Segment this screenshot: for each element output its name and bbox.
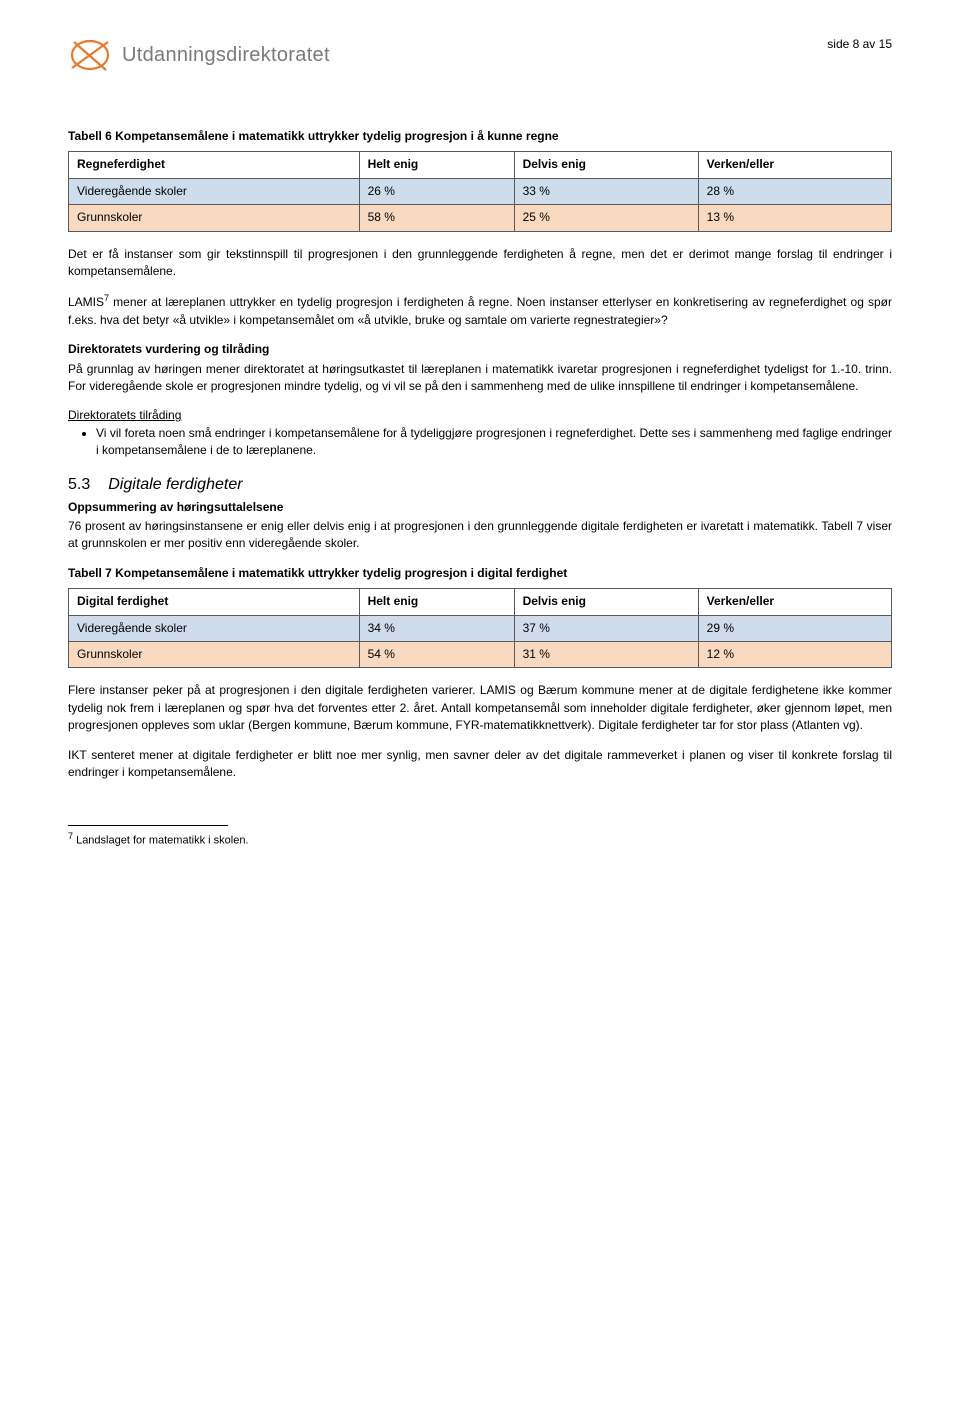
table-row: Videregående skoler 34 % 37 % 29 % xyxy=(69,615,892,641)
logo-text: Utdanningsdirektoratet xyxy=(122,41,330,70)
paragraph-flere-instanser: Flere instanser peker på at progresjonen… xyxy=(68,682,892,734)
para2-pre: LAMIS xyxy=(68,295,104,309)
table6-row1-label: Grunnskoler xyxy=(69,205,360,231)
paragraph-direktoratets-vurdering: På grunnlag av høringen mener direktorat… xyxy=(68,361,892,396)
table6-col1: Helt enig xyxy=(359,152,514,178)
section-5-3-heading: 5.3 Digitale ferdigheter xyxy=(68,473,892,496)
table7-row1-label: Grunnskoler xyxy=(69,642,360,668)
section-title: Digitale ferdigheter xyxy=(108,476,242,493)
logo-icon xyxy=(68,36,112,74)
table6-row1-c2: 25 % xyxy=(514,205,698,231)
list-item: Vi vil foreta noen små endringer i kompe… xyxy=(96,425,892,460)
table6-caption: Tabell 6 Kompetansemålene i matematikk u… xyxy=(68,128,892,145)
table7-col0: Digital ferdighet xyxy=(69,589,360,615)
paragraph-oppsummering: 76 prosent av høringsinstansene er enig … xyxy=(68,518,892,553)
table6-row1-c1: 58 % xyxy=(359,205,514,231)
paragraph-lamis: LAMIS7 mener at læreplanen uttrykker en … xyxy=(68,292,892,329)
table6-row0-label: Videregående skoler xyxy=(69,178,360,204)
table7-col2: Delvis enig xyxy=(514,589,698,615)
table7-row0-c1: 34 % xyxy=(359,615,514,641)
table7: Digital ferdighet Helt enig Delvis enig … xyxy=(68,588,892,668)
paragraph-intro: Det er få instanser som gir tekstinnspil… xyxy=(68,246,892,281)
table7-caption: Tabell 7 Kompetansemålene i matematikk u… xyxy=(68,565,892,582)
table-row: Grunnskoler 54 % 31 % 12 % xyxy=(69,642,892,668)
footnote-separator xyxy=(68,825,228,826)
table6-row0-c1: 26 % xyxy=(359,178,514,204)
section-number: 5.3 xyxy=(68,476,90,493)
heading-oppsummering: Oppsummering av høringsuttalelsene xyxy=(68,499,892,516)
logo: Utdanningsdirektoratet xyxy=(68,36,330,74)
table7-header-row: Digital ferdighet Helt enig Delvis enig … xyxy=(69,589,892,615)
bullet-list-tilrading: Vi vil foreta noen små endringer i kompe… xyxy=(68,425,892,460)
footnote-text: Landslaget for matematikk i skolen. xyxy=(73,835,248,847)
table7-row0-c3: 29 % xyxy=(698,615,891,641)
para2-post: mener at læreplanen uttrykker en tydelig… xyxy=(68,295,892,326)
paragraph-ikt: IKT senteret mener at digitale ferdighet… xyxy=(68,747,892,782)
table7-row1-c1: 54 % xyxy=(359,642,514,668)
page-number: side 8 av 15 xyxy=(827,36,892,53)
table6-col0: Regneferdighet xyxy=(69,152,360,178)
heading-direktoratets-tilrading: Direktoratets tilråding xyxy=(68,407,892,424)
table6: Regneferdighet Helt enig Delvis enig Ver… xyxy=(68,151,892,231)
table6-row1-c3: 13 % xyxy=(698,205,891,231)
table-row: Videregående skoler 26 % 33 % 28 % xyxy=(69,178,892,204)
table7-col3: Verken/eller xyxy=(698,589,891,615)
footnote-7: 7 Landslaget for matematikk i skolen. xyxy=(68,830,892,850)
table7-row0-c2: 37 % xyxy=(514,615,698,641)
page-header: Utdanningsdirektoratet side 8 av 15 xyxy=(68,36,892,74)
table7-col1: Helt enig xyxy=(359,589,514,615)
table-row: Grunnskoler 58 % 25 % 13 % xyxy=(69,205,892,231)
table6-col2: Delvis enig xyxy=(514,152,698,178)
table7-row1-c3: 12 % xyxy=(698,642,891,668)
table6-row0-c3: 28 % xyxy=(698,178,891,204)
heading-direktoratets-vurdering: Direktoratets vurdering og tilråding xyxy=(68,341,892,358)
table7-row1-c2: 31 % xyxy=(514,642,698,668)
table7-row0-label: Videregående skoler xyxy=(69,615,360,641)
table6-header-row: Regneferdighet Helt enig Delvis enig Ver… xyxy=(69,152,892,178)
table6-row0-c2: 33 % xyxy=(514,178,698,204)
table6-col3: Verken/eller xyxy=(698,152,891,178)
